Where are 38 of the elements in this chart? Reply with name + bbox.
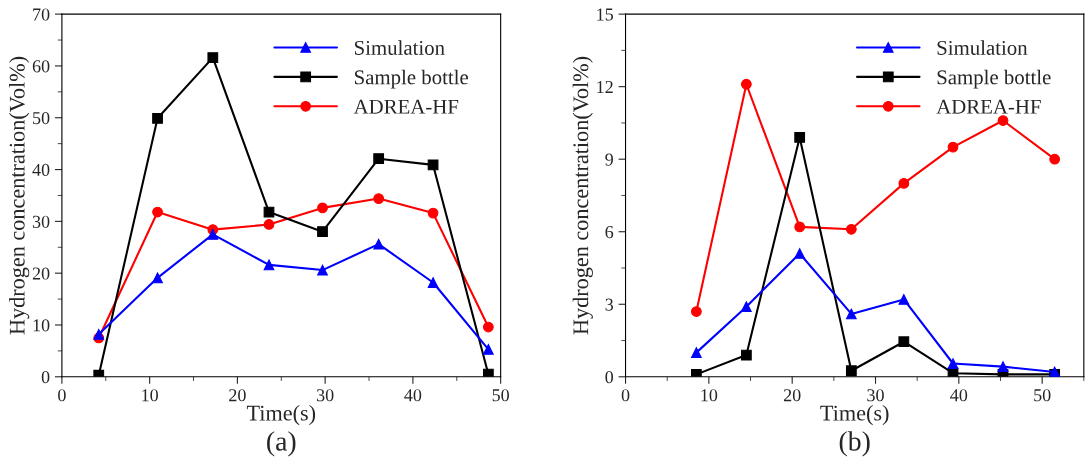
x-tick-label: 20 (229, 389, 246, 402)
x-tick-label: 20 (783, 389, 801, 402)
x-tick-label: 40 (404, 389, 422, 402)
x-tick-label: 50 (492, 389, 509, 402)
y-tick-label: 30 (32, 215, 50, 228)
y-tick-label: 15 (597, 8, 614, 21)
x-axis-title: Time(s) (246, 404, 316, 426)
y-tick-label: 10 (33, 319, 50, 332)
y-axis-title: Hydrogen concentration(Vol%) (9, 56, 30, 335)
x-tick-label: 30 (867, 389, 884, 402)
text: (b) (839, 431, 870, 457)
text: (a) (267, 431, 296, 457)
y-axis-title: Hydrogen concentration(Vol%) (572, 56, 593, 335)
y-tick-label: 40 (32, 163, 50, 176)
x-tick-label: 10 (701, 389, 718, 402)
y-tick-label: 3 (605, 298, 614, 311)
y-tick-label: 6 (605, 226, 614, 239)
x-tick-label: 10 (142, 389, 158, 402)
x-tick-label: 30 (316, 389, 334, 402)
x-tick-label: 0 (621, 389, 630, 402)
y-tick-label: 9 (605, 153, 613, 166)
x-tick-label: 40 (950, 389, 968, 402)
legend-label: ADREA-HF (936, 99, 1041, 114)
y-tick-label: 50 (33, 112, 50, 125)
y-tick-label: 0 (41, 371, 50, 384)
x-tick-label: 50 (1034, 389, 1051, 402)
legend-label: Simulation (937, 40, 1028, 55)
y-tick-label: 0 (605, 371, 614, 384)
y-tick-label: 20 (32, 267, 50, 280)
legend-label: Simulation (354, 40, 445, 55)
x-axis-title: Time(s) (820, 404, 889, 426)
y-tick-label: 12 (597, 80, 613, 93)
x-tick-label: 0 (58, 389, 66, 402)
legend-label: Sample bottle (937, 69, 1051, 89)
legend-label: Sample bottle (354, 69, 469, 89)
legend-label: ADREA-HF (353, 99, 459, 114)
y-tick-label: 60 (32, 60, 50, 73)
y-tick-label: 70 (33, 8, 50, 21)
